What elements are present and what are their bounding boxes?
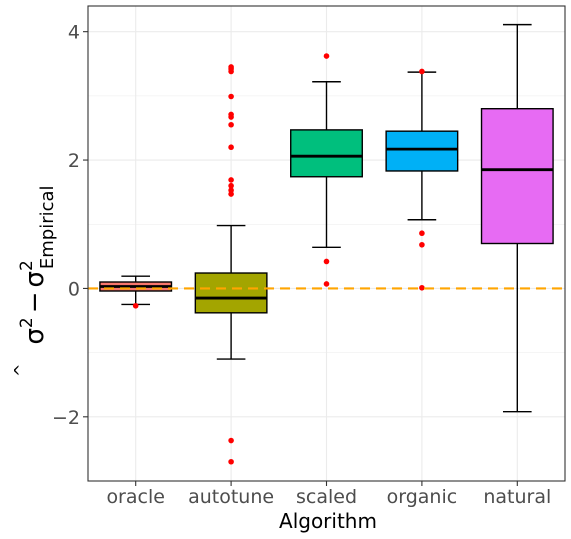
outlier-point: [228, 182, 234, 189]
box-body: [480, 108, 554, 245]
y-tick-label: 2: [68, 150, 80, 172]
box-oracle: [99, 275, 173, 309]
outlier-point: [228, 187, 234, 194]
x-axis-title: Algorithm: [279, 509, 377, 533]
outlier-point: [228, 121, 234, 128]
x-tick-label: oracle: [106, 486, 165, 508]
box-autotune: [194, 64, 268, 465]
outlier-point: [323, 281, 330, 287]
outlier-point: [228, 458, 234, 465]
box-body: [385, 130, 459, 172]
y-title-minus: −: [20, 291, 50, 313]
x-axis-ticks: oracle autotune scaled organic natural: [106, 481, 551, 508]
x-tick-label: autotune: [188, 486, 274, 508]
outlier-point: [132, 302, 139, 309]
y-tick-label: 4: [68, 22, 80, 44]
x-tick-label: scaled: [296, 486, 357, 508]
outlier-point: [228, 111, 234, 118]
y-tick-label: 0: [68, 278, 80, 300]
box-body: [194, 272, 268, 314]
y-title-sq-2: 2: [17, 260, 37, 271]
outlier-point: [228, 191, 234, 197]
boxes-layer: [99, 23, 554, 465]
outlier-point: [419, 230, 425, 237]
outlier-point: [419, 68, 425, 75]
y-title-subscript: Empirical: [37, 185, 58, 269]
y-title-sq-1: 2: [17, 317, 37, 328]
outlier-point: [228, 64, 234, 70]
outlier-point: [228, 144, 234, 151]
y-tick-label: −2: [52, 407, 80, 429]
outlier-point: [323, 53, 330, 59]
y-title-hat: ^: [11, 364, 30, 377]
box-scaled: [290, 53, 363, 287]
outlier-point: [228, 177, 234, 183]
outlier-point: [228, 93, 234, 100]
svg-text:σ2−σ2Empirical: σ2−σ2Empirical: [17, 185, 58, 344]
outlier-point: [228, 437, 234, 444]
outlier-point: [323, 258, 330, 265]
x-tick-label: organic: [387, 486, 458, 508]
y-axis-ticks: −2 0 2 4: [52, 22, 88, 429]
y-title-sigma: σ: [20, 271, 50, 287]
outlier-point: [419, 284, 425, 291]
box-organic: [385, 68, 459, 291]
box-natural: [480, 23, 554, 413]
y-title-sigma-hat: σ: [20, 328, 50, 344]
box-body: [290, 129, 363, 178]
outlier-point: [419, 241, 425, 248]
y-axis-title: σ2−σ2Empirical ^: [11, 185, 58, 377]
x-tick-label: natural: [483, 486, 551, 508]
